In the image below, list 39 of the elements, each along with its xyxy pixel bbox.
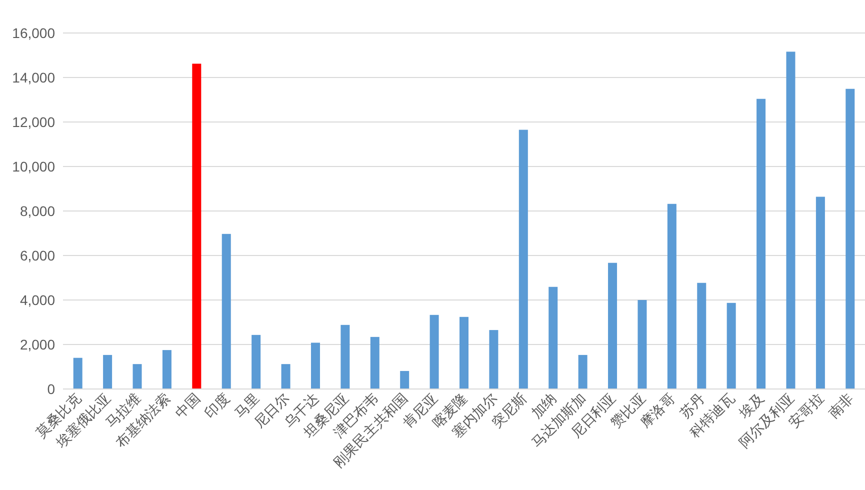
x-tick-label: 南非 — [825, 390, 856, 421]
bar — [103, 354, 112, 389]
bar — [667, 204, 676, 389]
bar — [310, 342, 320, 389]
bar — [756, 98, 766, 389]
y-tick-label: 8,000 — [20, 203, 56, 219]
y-tick-label: 4,000 — [20, 292, 56, 308]
bar — [400, 370, 410, 389]
bar — [192, 64, 202, 389]
bar — [489, 330, 498, 389]
bar — [162, 350, 172, 389]
bar — [460, 316, 468, 389]
y-tick-label: 2,000 — [20, 336, 56, 352]
x-tick-label: 中国 — [172, 390, 203, 421]
bar — [430, 314, 439, 389]
bar — [281, 364, 290, 389]
bar — [816, 196, 825, 389]
bar — [786, 52, 796, 389]
bar — [132, 364, 142, 389]
y-tick-label: 6,000 — [20, 248, 56, 264]
bar — [222, 234, 231, 389]
y-tick-label: 10,000 — [12, 158, 56, 174]
bar — [578, 354, 588, 389]
x-tick-label: 印度 — [201, 390, 232, 421]
y-tick-label: 12,000 — [12, 114, 56, 130]
bar — [340, 324, 350, 389]
bar — [73, 358, 82, 389]
bar — [726, 302, 736, 389]
y-tick-label: 14,000 — [12, 70, 56, 86]
bar — [252, 334, 261, 389]
bar — [638, 300, 647, 389]
bar — [608, 262, 618, 389]
y-tick-label: 16,000 — [12, 25, 56, 41]
bar — [518, 130, 528, 389]
bar — [697, 282, 706, 389]
y-tick-label: 0 — [47, 381, 56, 397]
bar — [370, 336, 380, 389]
bar — [846, 88, 855, 389]
bar — [548, 286, 558, 389]
